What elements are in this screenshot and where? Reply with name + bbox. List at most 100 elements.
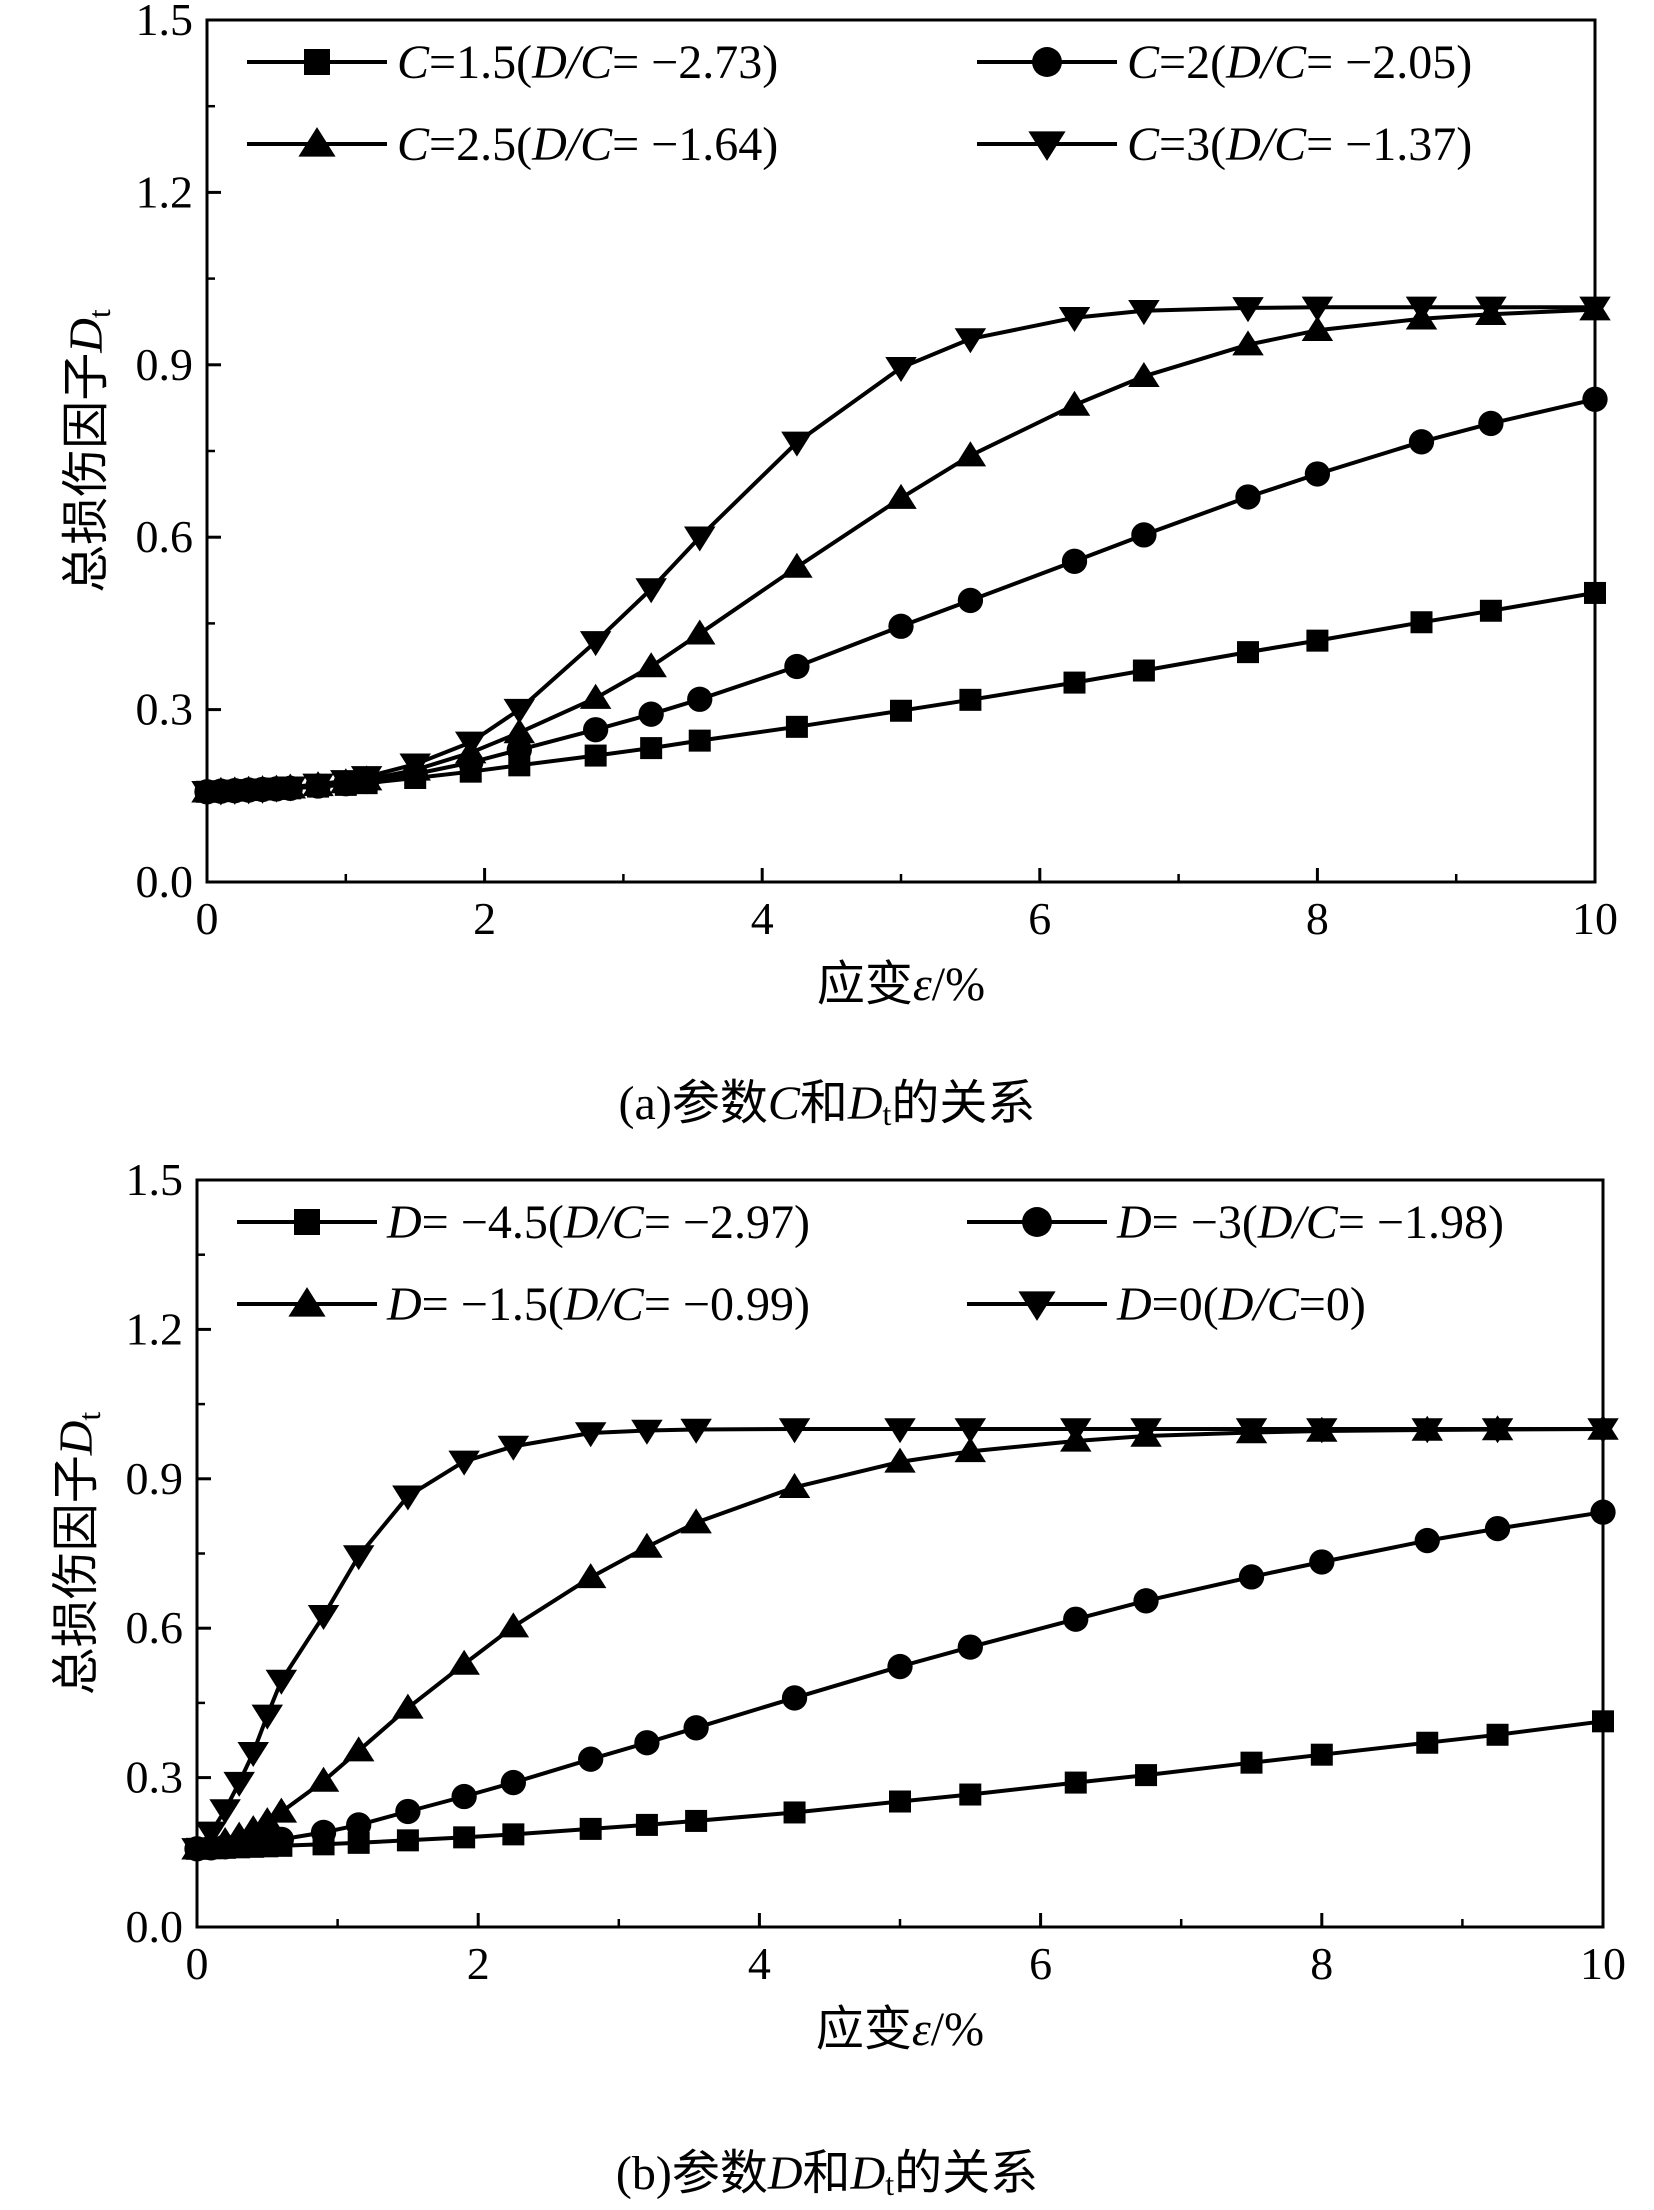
data-point: [638, 701, 664, 727]
caption-b: (b)参数D和Dt的关系: [615, 2147, 1039, 2202]
data-point: [635, 652, 667, 678]
legend-label: C=1.5(D/C= −2.73): [397, 36, 778, 89]
legend-entry: C=1.5(D/C= −2.73): [247, 36, 778, 89]
series-line: [206, 397, 1596, 794]
data-point: [1306, 629, 1329, 652]
y-tick-label: 0.9: [126, 1453, 184, 1504]
legend-entry: D= −4.5(D/C= −2.97): [237, 1196, 810, 1249]
data-point: [1238, 1564, 1265, 1590]
y-tick-label: 1.5: [126, 1154, 184, 1205]
y-axis-label: 总损伤因子Dt: [60, 309, 117, 593]
x-tick-label: 10: [1572, 893, 1618, 944]
data-point: [274, 776, 307, 802]
chart-panel-b: 0.0 0.3 0.6 0.9 1.2 1.5 0 2 4 6 8 10 应变ε/% 总损伤因子Dt D= …: [0, 1154, 1654, 2210]
y-tick-label: 1.5: [136, 0, 194, 45]
data-point: [503, 698, 536, 724]
data-point: [578, 1746, 604, 1772]
data-point: [957, 1634, 983, 1660]
series-circle: [194, 386, 1608, 805]
data-point: [885, 356, 917, 382]
data-point: [265, 1669, 298, 1695]
data-point: [631, 1419, 663, 1445]
data-point: [574, 1563, 607, 1589]
data-point: [954, 441, 987, 467]
caption-a: (a)参数C和Dt的关系: [618, 1077, 1036, 1132]
data-point: [448, 1450, 480, 1476]
data-point: [1590, 1499, 1616, 1525]
data-point: [1478, 410, 1504, 437]
x-tick-label: 2: [473, 893, 496, 944]
data-point: [310, 1819, 337, 1846]
x-tick-label: 4: [751, 893, 774, 944]
data-point: [885, 483, 917, 509]
data-point: [1237, 641, 1259, 664]
data-point: [574, 1422, 607, 1448]
data-point: [181, 1838, 213, 1864]
data-point: [307, 1605, 340, 1631]
data-point: [1486, 1723, 1509, 1746]
data-point: [503, 718, 536, 744]
data-point: [454, 731, 487, 757]
data-point: [888, 613, 914, 639]
data-point: [1484, 1515, 1511, 1542]
x-tick-label: 2: [467, 1938, 490, 1989]
legend-entry: C=2.5(D/C= −1.64): [247, 118, 778, 171]
legend-marker: [1018, 1291, 1056, 1321]
data-point: [640, 737, 663, 760]
legend-label: C=2.5(D/C= −1.64): [397, 118, 778, 171]
y-tick-label: 1.2: [136, 166, 194, 217]
y-axis-label: 总损伤因子Dt: [50, 1412, 107, 1696]
data-point: [1405, 296, 1438, 322]
legend-marker: [298, 127, 336, 157]
data-point: [959, 688, 982, 711]
legend-label: D=0(D/C=0): [1116, 1278, 1366, 1331]
data-point: [1063, 671, 1086, 694]
data-point: [1061, 548, 1088, 574]
x-tick-label: 6: [1028, 893, 1051, 944]
data-point: [1060, 1418, 1092, 1444]
data-point: [635, 1813, 658, 1836]
data-point: [1584, 581, 1606, 604]
data-point: [497, 1435, 530, 1461]
legend-entry: D= −1.5(D/C= −0.99): [237, 1278, 810, 1331]
data-point: [959, 1783, 982, 1806]
data-point: [350, 766, 383, 792]
data-point: [251, 1807, 284, 1833]
y-tick-label: 1.2: [126, 1303, 184, 1354]
data-point: [680, 1508, 712, 1534]
data-point: [884, 1418, 916, 1444]
data-point: [783, 1801, 806, 1824]
data-point: [500, 1769, 526, 1796]
y-tick-label: 0.9: [136, 339, 194, 390]
data-point: [251, 1704, 284, 1730]
data-point: [1235, 484, 1261, 510]
legend-entry: D=0(D/C=0): [967, 1278, 1366, 1331]
data-point: [1479, 599, 1502, 622]
data-point: [1301, 316, 1334, 342]
legend-label: D= −1.5(D/C= −0.99): [386, 1278, 810, 1331]
data-point: [347, 1831, 370, 1854]
data-point: [1475, 296, 1507, 322]
data-point: [502, 1823, 525, 1846]
x-axis-label: 应变ε/%: [816, 2003, 984, 2056]
legend-marker: [1028, 131, 1066, 161]
data-point: [1132, 659, 1155, 682]
data-point: [1130, 1418, 1162, 1444]
x-axis-label: 应变ε/%: [817, 958, 985, 1011]
legend-marker: [288, 1287, 326, 1317]
data-point: [1063, 1606, 1089, 1632]
data-point: [1135, 1764, 1158, 1787]
data-point: [342, 1545, 375, 1571]
data-point: [497, 1612, 530, 1638]
data-point: [1592, 1710, 1614, 1733]
data-point: [785, 715, 808, 738]
data-point: [302, 773, 334, 799]
data-point: [884, 1447, 916, 1473]
data-point: [1058, 390, 1091, 416]
data-point: [579, 631, 612, 657]
data-point: [195, 1821, 227, 1847]
legend-label: D= −3(D/C= −1.98): [1116, 1196, 1504, 1249]
data-point: [209, 1799, 241, 1825]
series-triangle-down: [181, 1418, 1619, 1864]
data-point: [1587, 1418, 1619, 1444]
